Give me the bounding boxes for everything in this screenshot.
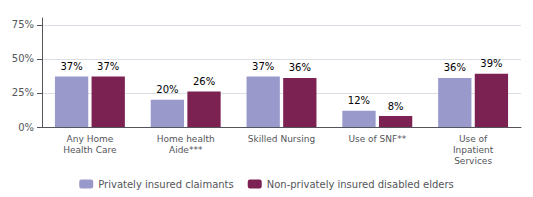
svg-text:Non-privately insured disabled: Non-privately insured disabled elders	[267, 179, 454, 190]
svg-text:8%: 8%	[388, 101, 404, 112]
svg-text:39%: 39%	[480, 58, 502, 69]
svg-text:Use of SNF**: Use of SNF**	[348, 134, 406, 144]
svg-text:36%: 36%	[444, 62, 466, 73]
svg-text:37%: 37%	[252, 61, 274, 72]
svg-text:25%: 25%	[12, 87, 34, 98]
svg-text:20%: 20%	[156, 84, 178, 95]
svg-text:Inpatient: Inpatient	[453, 145, 494, 155]
svg-text:Aide***: Aide***	[169, 145, 203, 155]
svg-text:Services: Services	[454, 156, 492, 166]
svg-text:Home health: Home health	[157, 134, 215, 144]
svg-text:Health Care: Health Care	[63, 145, 117, 155]
svg-text:0%: 0%	[18, 122, 34, 133]
svg-text:26%: 26%	[193, 76, 215, 87]
svg-text:Any Home: Any Home	[67, 134, 114, 144]
svg-text:Privately insured claimants: Privately insured claimants	[98, 179, 234, 190]
svg-text:36%: 36%	[289, 62, 311, 73]
svg-text:Use of: Use of	[459, 134, 488, 144]
svg-text:50%: 50%	[12, 53, 34, 64]
svg-text:12%: 12%	[348, 95, 370, 106]
svg-text:Skilled Nursing: Skilled Nursing	[248, 134, 315, 144]
svg-text:75%: 75%	[12, 19, 34, 30]
svg-text:37%: 37%	[60, 61, 82, 72]
svg-text:37%: 37%	[97, 61, 119, 72]
